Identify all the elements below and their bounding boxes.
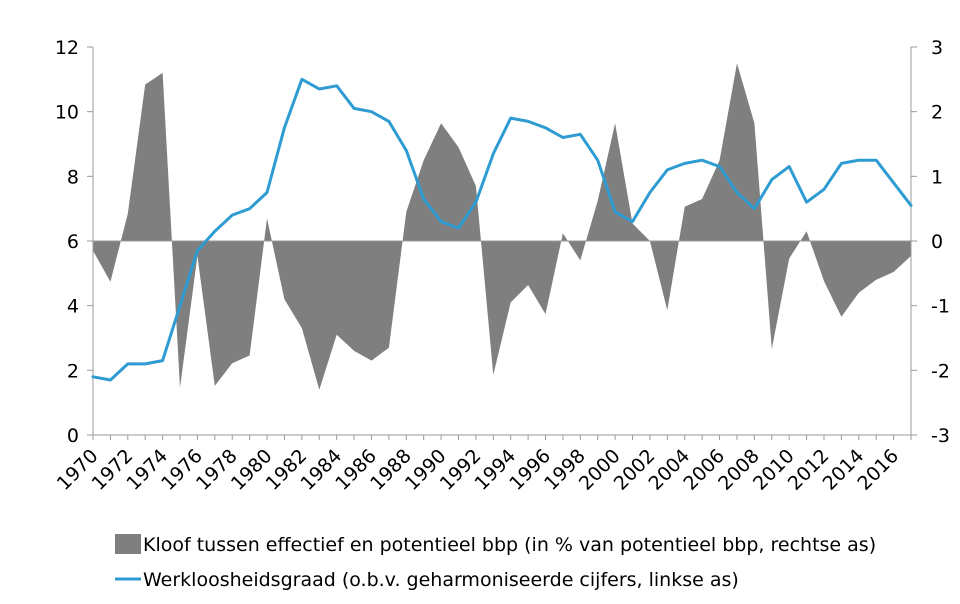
right-tick-label: 2 — [931, 102, 943, 124]
right-tick-label: -1 — [931, 296, 950, 318]
right-tick-label: -2 — [931, 360, 950, 382]
left-tick-label: 10 — [55, 102, 79, 124]
gap-area-series — [93, 63, 911, 390]
left-tick-label: 8 — [67, 166, 79, 188]
left-tick-label: 12 — [55, 37, 79, 59]
x-tick-label: 2016 — [853, 445, 903, 495]
right-tick-label: 3 — [931, 37, 943, 59]
left-tick-label: 4 — [67, 296, 79, 318]
left-tick-label: 6 — [67, 231, 79, 253]
legend: Kloof tussen effectief en potentieel bbp… — [115, 534, 876, 591]
gap-area-layer — [93, 63, 911, 390]
legend-label-unemployment: Werkloosheidsgraad (o.b.v. geharmoniseer… — [143, 569, 739, 591]
legend-label-gap: Kloof tussen effectief en potentieel bbp… — [143, 534, 876, 556]
right-tick-label: 1 — [931, 166, 943, 188]
left-tick-label: 2 — [67, 360, 79, 382]
right-tick-label: -3 — [931, 425, 950, 447]
right-tick-label: 0 — [931, 231, 943, 253]
left-tick-label: 0 — [67, 425, 79, 447]
legend-swatch-gap — [115, 534, 141, 554]
